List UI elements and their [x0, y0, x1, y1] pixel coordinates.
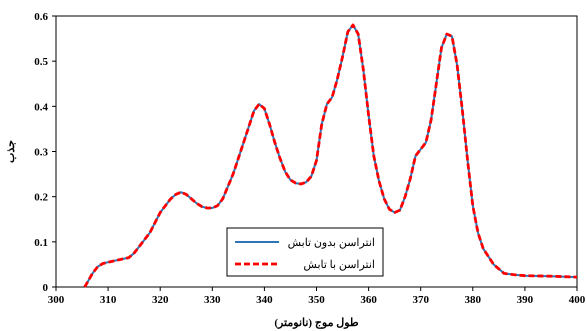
y-tick-label: 0.2	[34, 192, 48, 204]
x-tick-label: 310	[100, 294, 117, 306]
x-axis-title: طول موج (نانومتر)	[274, 317, 359, 329]
y-axis-ticks: 0 0.1 0.2 0.3 0.4 0.5 0.6	[34, 11, 56, 294]
legend-label-series-2: انتراسن با تابش	[303, 259, 375, 271]
y-axis-title: جذب	[5, 140, 17, 163]
y-tick-label: 0.5	[34, 56, 48, 68]
x-tick-label: 390	[517, 294, 534, 306]
legend-box	[226, 227, 384, 277]
x-tick-label: 360	[360, 294, 377, 306]
series-layer	[83, 23, 578, 288]
legend: انتراسن بدون تابش انتراسن با تابش	[226, 227, 384, 277]
x-tick-label: 330	[204, 294, 221, 306]
y-tick-label: 0.1	[34, 237, 48, 249]
y-tick-label: 0.4	[34, 101, 48, 113]
y-tick-label: 0.3	[34, 147, 48, 159]
x-tick-label: 400	[569, 294, 586, 306]
x-tick-label: 300	[48, 294, 65, 306]
x-tick-label: 320	[152, 294, 169, 306]
series-line-2	[83, 23, 578, 288]
x-tick-label: 380	[465, 294, 482, 306]
x-tick-label: 370	[412, 294, 429, 306]
x-axis-ticks: 300 310 320 330 340 350 360 370 380 390 400	[48, 287, 586, 306]
y-tick-label: 0	[43, 282, 49, 294]
legend-label-series-1: انتراسن بدون تابش	[288, 237, 375, 249]
x-tick-label: 350	[308, 294, 325, 306]
x-tick-label: 340	[256, 294, 273, 306]
y-tick-label: 0.6	[34, 11, 48, 23]
